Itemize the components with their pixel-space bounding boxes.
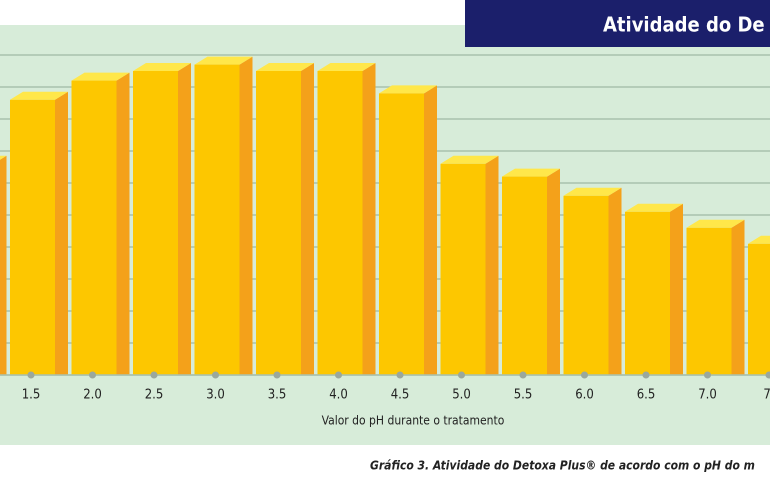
bar-side (362, 63, 376, 375)
x-tick-dot (89, 371, 96, 379)
bar (625, 211, 670, 375)
bar-side (178, 63, 191, 375)
bar-side (239, 56, 253, 375)
bar-top (379, 85, 437, 94)
bar-top (317, 63, 376, 71)
x-tick-label: 1.5 (22, 388, 41, 403)
bar (10, 99, 55, 376)
x-tick-label: 7.0 (698, 388, 717, 403)
x-tick-dot (765, 371, 770, 379)
x-tick-dot (519, 371, 527, 379)
bar-top (256, 63, 314, 71)
title-box (465, 0, 770, 47)
x-tick-label: 4.0 (329, 388, 348, 403)
bar-top (71, 72, 130, 81)
bar-top (133, 63, 191, 71)
x-tick-label: 4.5 (391, 388, 410, 403)
x-tick-dot (458, 371, 465, 379)
bar-side (485, 155, 499, 375)
bar-side (116, 72, 130, 375)
bar (748, 243, 770, 375)
bar (71, 80, 117, 375)
x-tick-label: 2.5 (145, 388, 164, 403)
x-tick-dot (273, 371, 281, 379)
x-tick-dot (335, 371, 342, 379)
x-tick-label: 5.0 (452, 388, 471, 403)
caption: Gráfico 3. Atividade do Detoxa Plus® de … (370, 459, 755, 473)
bar (686, 227, 732, 375)
x-tick-label: 7. (763, 388, 770, 403)
x-tick-label: 5.5 (514, 388, 533, 403)
bar-side (547, 168, 560, 375)
x-tick-dot (581, 371, 588, 379)
x-tick-label: 6.0 (575, 388, 594, 403)
bar (317, 71, 363, 375)
bar-top (194, 56, 253, 65)
bar-side (301, 63, 314, 375)
bar-top (440, 155, 499, 164)
x-tick-label: 2.0 (83, 388, 102, 403)
bar-side (0, 155, 7, 375)
bar (440, 163, 486, 375)
x-tick-label: 6.5 (637, 388, 656, 403)
bar (133, 71, 178, 375)
bar (502, 176, 547, 375)
x-tick-label: 3.5 (268, 388, 287, 403)
bar-top (748, 235, 770, 244)
bar (194, 64, 240, 375)
bar-side (55, 91, 68, 376)
bar-top (563, 187, 622, 196)
bar (563, 195, 609, 375)
bar-top (10, 91, 68, 100)
bar-top (686, 219, 745, 228)
x-tick-label: 3.0 (206, 388, 225, 403)
bar-side (424, 85, 437, 376)
x-axis-label: Valor do pH durante o tratamento (322, 414, 505, 428)
bar-top (0, 155, 7, 160)
x-tick-dot (642, 371, 650, 379)
bar (256, 71, 301, 375)
x-tick-dot (704, 371, 711, 379)
bar-side (608, 187, 622, 375)
bar-side (670, 203, 683, 375)
x-tick-dot (150, 371, 158, 379)
x-tick-dot (396, 371, 404, 379)
bar-side (731, 219, 745, 375)
bar (379, 93, 424, 376)
x-tick-dot (27, 371, 35, 379)
bar-top (502, 168, 560, 177)
bar-top (625, 203, 683, 212)
x-tick-dot (212, 371, 219, 379)
chart-title: Atividade do De (603, 13, 765, 37)
